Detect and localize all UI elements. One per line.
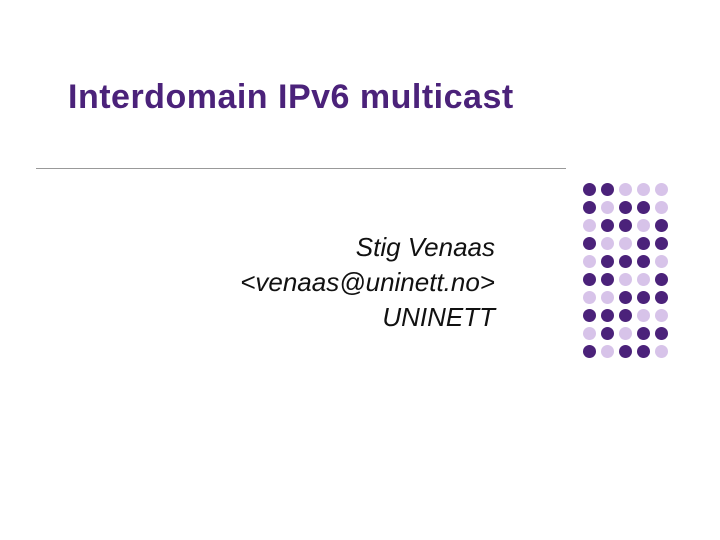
dot-41	[601, 327, 614, 340]
dot-26	[601, 273, 614, 286]
dot-35	[583, 309, 596, 322]
dot-12	[619, 219, 632, 232]
dot-1	[601, 183, 614, 196]
slide: Interdomain IPv6 multicast Stig Venaas <…	[0, 0, 720, 540]
dot-5	[583, 201, 596, 214]
dot-42	[619, 327, 632, 340]
dot-7	[619, 201, 632, 214]
dot-34	[655, 291, 668, 304]
dot-33	[637, 291, 650, 304]
dot-28	[637, 273, 650, 286]
dot-2	[619, 183, 632, 196]
dot-40	[583, 327, 596, 340]
dot-30	[583, 291, 596, 304]
dot-39	[655, 309, 668, 322]
dot-10	[583, 219, 596, 232]
horizontal-rule	[36, 168, 566, 169]
dot-11	[601, 219, 614, 232]
dot-24	[655, 255, 668, 268]
dot-38	[637, 309, 650, 322]
dot-17	[619, 237, 632, 250]
author-block: Stig Venaas <venaas@uninett.no> UNINETT	[240, 230, 495, 335]
dot-18	[637, 237, 650, 250]
dot-21	[601, 255, 614, 268]
dot-43	[637, 327, 650, 340]
dot-45	[583, 345, 596, 358]
decorative-dot-grid	[580, 180, 670, 360]
dot-22	[619, 255, 632, 268]
slide-title: Interdomain IPv6 multicast	[68, 78, 514, 117]
dot-29	[655, 273, 668, 286]
dot-9	[655, 201, 668, 214]
dot-37	[619, 309, 632, 322]
dot-13	[637, 219, 650, 232]
author-email: <venaas@uninett.no>	[240, 265, 495, 300]
dot-8	[637, 201, 650, 214]
dot-32	[619, 291, 632, 304]
dot-36	[601, 309, 614, 322]
author-org: UNINETT	[240, 300, 495, 335]
dot-46	[601, 345, 614, 358]
dot-19	[655, 237, 668, 250]
dot-4	[655, 183, 668, 196]
dot-14	[655, 219, 668, 232]
dot-25	[583, 273, 596, 286]
dot-48	[637, 345, 650, 358]
dot-44	[655, 327, 668, 340]
author-name: Stig Venaas	[240, 230, 495, 265]
dot-15	[583, 237, 596, 250]
dot-27	[619, 273, 632, 286]
dot-23	[637, 255, 650, 268]
dot-47	[619, 345, 632, 358]
dot-0	[583, 183, 596, 196]
dot-31	[601, 291, 614, 304]
dot-49	[655, 345, 668, 358]
dot-16	[601, 237, 614, 250]
dot-20	[583, 255, 596, 268]
dot-3	[637, 183, 650, 196]
dot-6	[601, 201, 614, 214]
